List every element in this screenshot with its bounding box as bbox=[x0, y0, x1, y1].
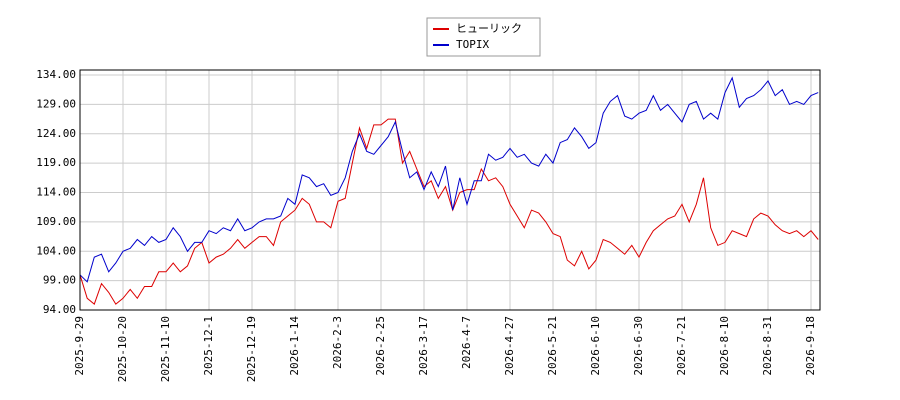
x-tick-label: 2026-4-7 bbox=[460, 316, 473, 369]
grid bbox=[79, 70, 820, 311]
x-tick-label: 2026-2-3 bbox=[331, 316, 344, 369]
labels: 94.00 99.00 104.00 109.00 114.00 119.00 124.00… bbox=[36, 68, 817, 382]
plot bbox=[79, 76, 819, 305]
x-tick-label: 2026-1-14 bbox=[288, 316, 301, 376]
x-tick-label: 2025-12-19 bbox=[245, 316, 258, 382]
x-tick-label: 2025-11-10 bbox=[159, 316, 172, 382]
y-tick-label: 129.00 bbox=[36, 97, 76, 110]
x-tick-label: 2026-8-31 bbox=[761, 316, 774, 376]
legend: ヒューリック TOPIX bbox=[433, 22, 522, 51]
y-tick-label: 99.00 bbox=[43, 274, 76, 287]
x-tick-label: 2026-9-18 bbox=[804, 316, 817, 376]
x-tick-label: 2026-8-10 bbox=[718, 316, 731, 376]
x-tick-label: 2026-7-21 bbox=[675, 316, 688, 376]
x-tick-label: 2026-6-10 bbox=[589, 316, 602, 376]
x-tick-label: 2025-10-20 bbox=[116, 316, 129, 382]
legend-box bbox=[426, 17, 541, 57]
y-tick-label: 94.00 bbox=[43, 303, 76, 316]
x-tick-label: 2026-5-21 bbox=[546, 316, 559, 376]
x-tick-label: 2025-12-1 bbox=[202, 316, 215, 376]
series-line bbox=[79, 118, 819, 305]
series-line bbox=[79, 76, 819, 283]
y-tick-label: 124.00 bbox=[36, 127, 76, 140]
y-tick-label: 119.00 bbox=[36, 156, 76, 169]
x-tick-label: 2025-9-29 bbox=[73, 316, 86, 376]
y-tick-label: 114.00 bbox=[36, 186, 76, 199]
x-tick-label: 2026-6-30 bbox=[632, 316, 645, 376]
x-tick-label: 2026-3-17 bbox=[417, 316, 430, 376]
legend-label: TOPIX bbox=[456, 38, 489, 51]
x-tick-label: 2026-4-27 bbox=[503, 316, 516, 376]
legend-label: ヒューリック bbox=[456, 22, 522, 35]
y-tick-label: 134.00 bbox=[36, 68, 76, 81]
x-tick-label: 2026-2-25 bbox=[374, 316, 387, 376]
plot-frame bbox=[79, 69, 821, 311]
y-tick-label: 109.00 bbox=[36, 215, 76, 228]
y-tick-label: 104.00 bbox=[36, 244, 76, 257]
